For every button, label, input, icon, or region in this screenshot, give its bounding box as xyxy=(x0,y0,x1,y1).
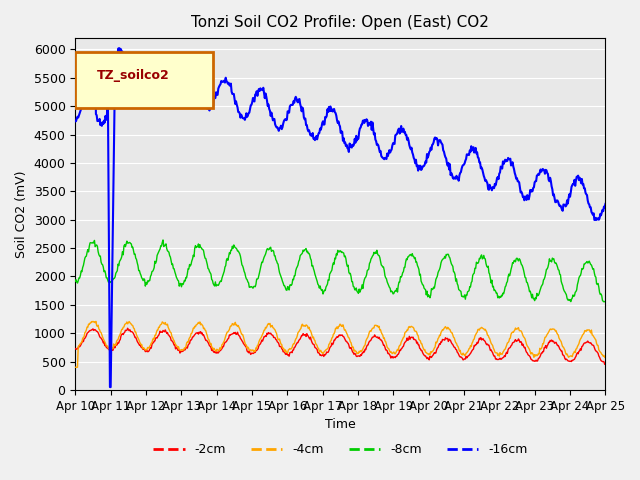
Y-axis label: Soil CO2 (mV): Soil CO2 (mV) xyxy=(15,170,28,258)
Title: Tonzi Soil CO2 Profile: Open (East) CO2: Tonzi Soil CO2 Profile: Open (East) CO2 xyxy=(191,15,490,30)
Legend: -2cm, -4cm, -8cm, -16cm: -2cm, -4cm, -8cm, -16cm xyxy=(148,438,532,461)
Text: TZ_soilco2: TZ_soilco2 xyxy=(97,69,169,82)
X-axis label: Time: Time xyxy=(325,418,356,431)
FancyBboxPatch shape xyxy=(76,52,213,108)
